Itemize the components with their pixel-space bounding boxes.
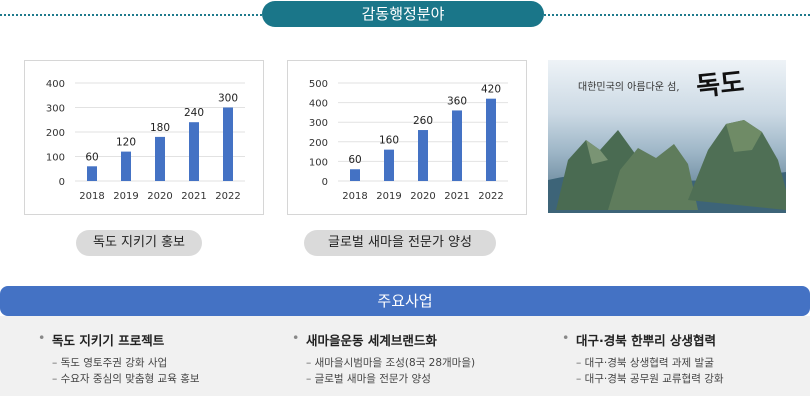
- data-label: 300: [218, 93, 238, 105]
- bar: [189, 122, 199, 181]
- dokdo-photo: 대한민국의 아름다운 섬, 독도: [548, 60, 786, 213]
- y-tick-label: 500: [309, 79, 328, 90]
- x-tick-label: 2018: [79, 191, 104, 202]
- y-tick-label: 100: [46, 153, 65, 164]
- column-title: 대구·경북 한뿌리 상생협력: [576, 333, 716, 348]
- business-column-saemaul: • 새마을운동 세계브랜드화 새마을시범마을 조성(8국 28개마을) 글로벌 새…: [292, 330, 475, 387]
- x-tick-label: 2020: [147, 191, 172, 202]
- photo-caption: 대한민국의 아름다운 섬,: [578, 82, 680, 93]
- chart-dokdo-svg: 0 100 200 300 400 60 2018 120 2019 180 2020 240 2021…: [46, 79, 245, 202]
- bullet-icon: •: [292, 330, 300, 345]
- list-item: 대구·경북 상생협력 과제 발굴: [576, 355, 724, 371]
- y-tick-label: 0: [322, 177, 328, 188]
- bar: [87, 166, 97, 181]
- bar: [418, 130, 428, 181]
- x-tick-label: 2021: [444, 191, 469, 202]
- list-item: 대구·경북 공무원 교류협력 강화: [576, 371, 724, 387]
- header-left-divider: [0, 14, 262, 16]
- bar: [223, 107, 233, 181]
- list-item: 독도 영토주권 강화 사업: [52, 355, 200, 371]
- chart-saemaul-svg: 0 100 200 300 400 500 60 2018 160 2019 260 2020 360 2…: [309, 79, 508, 202]
- data-label: 160: [379, 135, 399, 147]
- data-label: 120: [116, 137, 136, 149]
- bar: [384, 149, 394, 181]
- list-item: 새마을시범마을 조성(8국 28개마을): [306, 355, 476, 371]
- y-tick-label: 400: [46, 79, 65, 90]
- x-tick-label: 2021: [181, 191, 206, 202]
- data-label: 180: [150, 122, 170, 134]
- y-tick-label: 300: [309, 118, 328, 129]
- y-tick-label: 400: [309, 99, 328, 110]
- data-label: 60: [348, 154, 361, 166]
- bullet-icon: •: [38, 330, 46, 345]
- chart-dokdo-promotion: 0 100 200 300 400 60 2018 120 2019 180 2020 240 2021…: [24, 60, 264, 215]
- column-title: 독도 지키기 프로젝트: [52, 333, 165, 348]
- list-item: 수요자 중심의 맞춤형 교육 홍보: [52, 371, 200, 387]
- section-title-pill: 감동행정분야: [262, 1, 544, 27]
- column-title: 새마을운동 세계브랜드화: [306, 333, 437, 348]
- chart-label-dokdo: 독도 지키기 홍보: [76, 230, 202, 256]
- business-column-cooperation: • 대구·경북 한뿌리 상생협력 대구·경북 상생협력 과제 발굴 대구·경북 공…: [562, 330, 724, 387]
- bar: [121, 151, 131, 181]
- business-column-dokdo: • 독도 지키기 프로젝트 독도 영토주권 강화 사업 수요자 중심의 맞춤형 교…: [38, 330, 200, 387]
- bar: [452, 110, 462, 181]
- main-business-title: 주요사업: [0, 286, 810, 316]
- y-tick-label: 100: [309, 157, 328, 168]
- x-tick-label: 2020: [410, 191, 435, 202]
- chart-label-saemaul: 글로벌 새마을 전문가 양성: [304, 230, 496, 256]
- data-label: 240: [184, 107, 204, 119]
- data-label: 420: [481, 84, 501, 96]
- dokdo-island-illustration: [548, 120, 786, 213]
- chart-saemaul-experts: 0 100 200 300 400 500 60 2018 160 2019 260 2020 360 2…: [287, 60, 527, 215]
- data-label: 60: [85, 151, 98, 163]
- y-tick-label: 0: [59, 177, 65, 188]
- bar: [155, 136, 165, 181]
- x-tick-label: 2018: [342, 191, 367, 202]
- y-tick-label: 300: [46, 104, 65, 115]
- y-tick-label: 200: [46, 128, 65, 139]
- photo-big-text: 독도: [694, 67, 746, 103]
- bullet-icon: •: [562, 330, 570, 345]
- data-label: 260: [413, 115, 433, 127]
- x-tick-label: 2019: [113, 191, 138, 202]
- bar: [486, 98, 496, 181]
- x-tick-label: 2022: [215, 191, 240, 202]
- x-tick-label: 2019: [376, 191, 401, 202]
- y-tick-label: 200: [309, 138, 328, 149]
- bar: [350, 169, 360, 181]
- header-right-divider: [544, 14, 810, 16]
- list-item: 글로벌 새마을 전문가 양성: [306, 371, 475, 387]
- x-tick-label: 2022: [478, 191, 503, 202]
- data-label: 360: [447, 95, 467, 107]
